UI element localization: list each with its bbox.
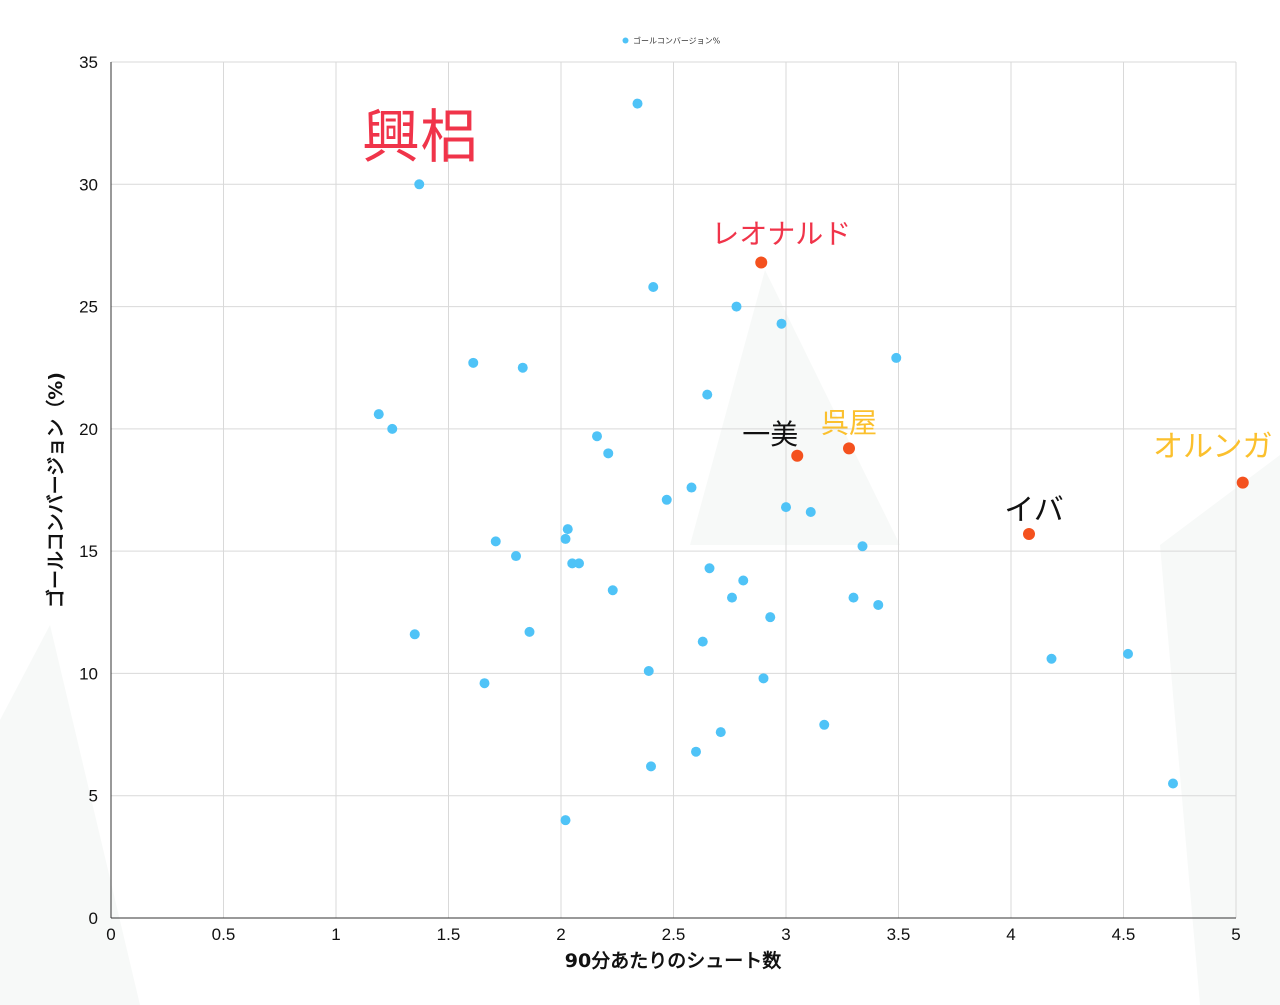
data-point bbox=[562, 524, 573, 535]
data-point bbox=[758, 673, 769, 684]
data-point bbox=[603, 448, 614, 459]
data-point bbox=[517, 362, 528, 373]
data-point bbox=[387, 423, 398, 434]
data-point bbox=[560, 815, 571, 826]
highlighted-point bbox=[1023, 528, 1035, 541]
data-point bbox=[691, 746, 701, 757]
data-point bbox=[702, 389, 713, 400]
data-point bbox=[524, 626, 535, 637]
y-tick-label: 30 bbox=[79, 175, 98, 194]
x-tick-label: 1.5 bbox=[437, 925, 461, 944]
x-tick-label: 4 bbox=[1006, 925, 1015, 944]
point-label: オルンガ bbox=[1153, 430, 1272, 465]
legend-entry: ゴールコンバージョン% bbox=[633, 36, 721, 46]
data-point bbox=[646, 761, 656, 772]
axes bbox=[110, 62, 1236, 919]
background-decoration bbox=[0, 270, 1280, 1005]
x-tick-label: 1 bbox=[331, 925, 340, 944]
data-point bbox=[727, 592, 737, 603]
data-point bbox=[632, 98, 643, 109]
data-point bbox=[686, 482, 697, 493]
y-tick-label: 25 bbox=[79, 298, 98, 317]
x-axis-title: 90分あたりのシュート数 bbox=[565, 949, 782, 972]
data-point bbox=[776, 318, 787, 329]
y-axis-title: ゴールコンバージョン（%) bbox=[44, 372, 67, 608]
legend: ゴールコンバージョン% bbox=[622, 36, 721, 46]
highlighted-point bbox=[791, 449, 804, 462]
x-tick-label: 5 bbox=[1231, 925, 1240, 944]
data-point bbox=[511, 551, 521, 562]
y-tick-label: 5 bbox=[89, 787, 98, 806]
highlighted-point bbox=[843, 442, 855, 455]
annotation-kouroki: 興梠 bbox=[362, 103, 478, 171]
data-point bbox=[643, 665, 654, 676]
y-tick-label: 20 bbox=[79, 420, 98, 439]
data-point bbox=[574, 558, 584, 569]
data-point bbox=[607, 585, 618, 596]
point-label: 一美 bbox=[742, 418, 798, 451]
data-point bbox=[468, 357, 479, 368]
data-point bbox=[738, 575, 749, 586]
data-point bbox=[891, 352, 902, 363]
data-point bbox=[479, 678, 490, 689]
data-point bbox=[873, 599, 884, 610]
y-tick-label: 35 bbox=[79, 53, 98, 72]
data-point bbox=[857, 541, 868, 552]
point-label: イバ bbox=[1004, 493, 1063, 528]
data-point bbox=[731, 301, 742, 312]
data-point bbox=[592, 431, 602, 442]
data-point bbox=[848, 592, 859, 603]
x-tick-label: 4.5 bbox=[1112, 925, 1136, 944]
x-tick-label: 2.5 bbox=[662, 925, 686, 944]
highlighted-point bbox=[1236, 476, 1249, 489]
x-tick-label: 0 bbox=[106, 925, 115, 944]
data-point bbox=[781, 502, 791, 513]
x-tick-labels: 0 0.5 1 1.5 2 2.5 3 3.5 4 4.5 5 bbox=[106, 925, 1240, 944]
grid-lines bbox=[111, 61, 1237, 918]
y-tick-labels: 0 5 10 15 20 25 30 35 bbox=[79, 53, 98, 928]
data-point bbox=[715, 727, 726, 738]
y-tick-label: 0 bbox=[89, 909, 98, 928]
data-point bbox=[1123, 648, 1133, 659]
data-point bbox=[704, 563, 715, 574]
data-point bbox=[805, 507, 816, 518]
data-point bbox=[765, 612, 776, 623]
data-point bbox=[1046, 653, 1057, 664]
point-label: レオナルド bbox=[711, 218, 851, 251]
data-point bbox=[1168, 778, 1178, 789]
data-point bbox=[697, 636, 708, 647]
data-point bbox=[648, 282, 659, 293]
data-point bbox=[409, 629, 420, 640]
data-point bbox=[414, 179, 425, 190]
point-label: 呉屋 bbox=[821, 406, 877, 439]
data-point bbox=[560, 533, 571, 544]
legend-marker bbox=[622, 37, 629, 44]
x-tick-label: 3 bbox=[781, 925, 790, 944]
highlighted-point bbox=[755, 256, 768, 269]
y-tick-label: 15 bbox=[79, 542, 98, 561]
data-point bbox=[490, 536, 501, 547]
data-points bbox=[373, 98, 1249, 826]
data-point bbox=[819, 719, 830, 730]
y-tick-label: 10 bbox=[79, 664, 98, 683]
data-point bbox=[373, 409, 384, 420]
x-tick-label: 3.5 bbox=[887, 925, 911, 944]
x-tick-label: 0.5 bbox=[212, 925, 236, 944]
x-tick-label: 2 bbox=[556, 925, 565, 944]
data-point bbox=[661, 494, 672, 505]
